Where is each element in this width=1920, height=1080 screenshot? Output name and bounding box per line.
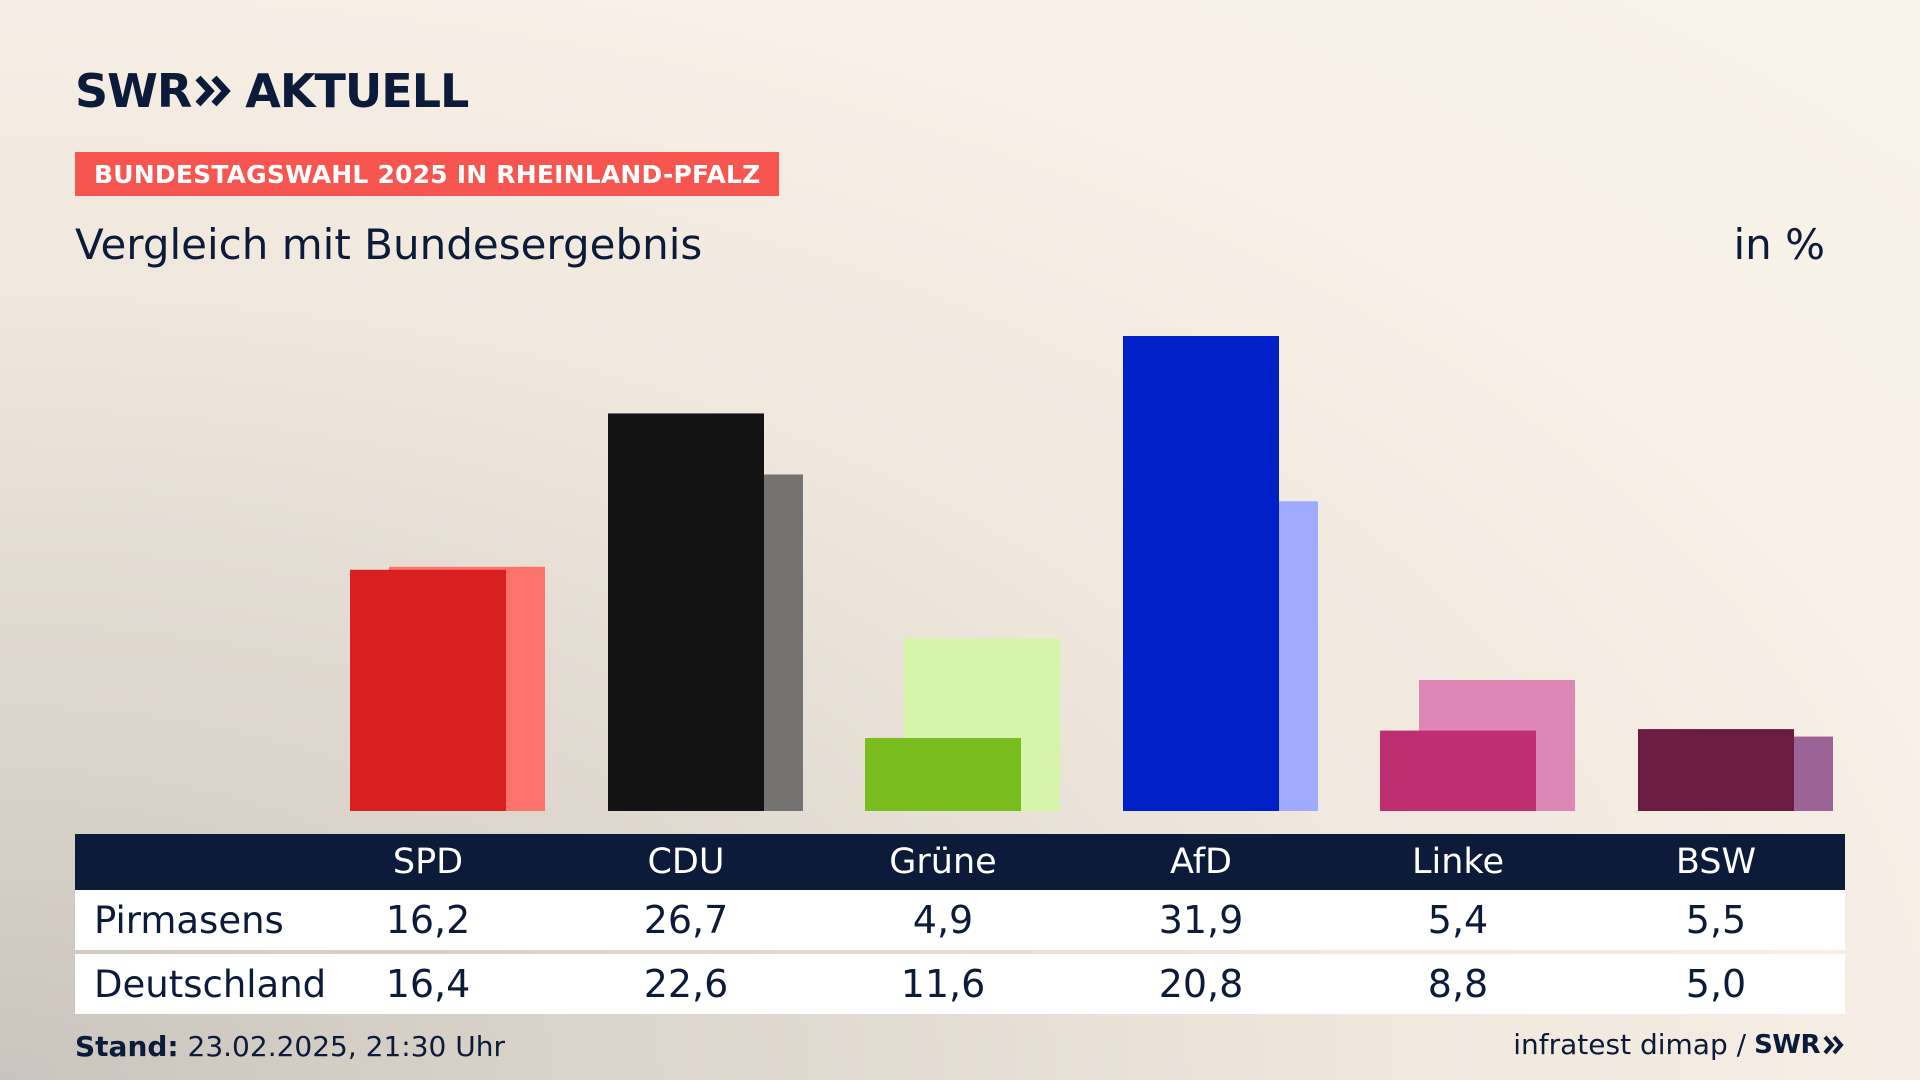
source-text: infratest dimap / — [1513, 1028, 1747, 1061]
value-deutschland-gruene: 11,6 — [900, 962, 986, 1006]
header-afd: AfD — [1170, 842, 1232, 882]
value-deutschland-cdu: 22,6 — [643, 962, 729, 1006]
value-pirmasens-spd: 16,2 — [385, 898, 471, 942]
bar-chart — [350, 336, 1833, 811]
bar-pirmasens-bsw — [1638, 729, 1794, 811]
value-pirmasens-bsw: 5,5 — [1685, 898, 1747, 942]
bar-pirmasens-spd — [350, 569, 506, 811]
swr-aktuell-logo: SWR AKTUELL — [75, 64, 469, 118]
value-deutschland-afd: 20,8 — [1158, 962, 1244, 1006]
table-header: SPD CDU Grüne AfD Linke BSW — [75, 834, 1845, 890]
swr-mini-logo: SWR — [1754, 1029, 1820, 1060]
table-row-pirmasens: Pirmasens 16,2 26,7 4,9 31,9 5,4 5,5 — [75, 890, 1845, 950]
unit-label: in % — [1733, 220, 1825, 269]
value-deutschland-linke: 8,8 — [1427, 962, 1489, 1006]
bar-pirmasens-gruene — [865, 738, 1021, 811]
double-chevron-icon — [1823, 1035, 1844, 1054]
header-cdu: CDU — [647, 842, 725, 882]
row-label-deutschland: Deutschland — [94, 962, 327, 1006]
header-gruene: Grüne — [889, 842, 997, 882]
results-table: SPD CDU Grüne AfD Linke BSW Pirmasens 16,2 26,… — [75, 834, 1845, 1014]
stand-label: Stand: — [75, 1030, 179, 1063]
bar-pirmasens-cdu — [608, 413, 764, 811]
header-spd: SPD — [392, 842, 464, 882]
logo-swr-text: SWR — [75, 64, 192, 118]
bar-pirmasens-linke — [1380, 730, 1536, 811]
logo-aktuell-text: AKTUELL — [245, 64, 469, 118]
header-linke: Linke — [1412, 842, 1504, 882]
source-credit: infratest dimap / SWR — [1513, 1028, 1845, 1061]
value-pirmasens-afd: 31,9 — [1158, 898, 1244, 942]
value-pirmasens-linke: 5,4 — [1427, 898, 1489, 942]
table-row-deutschland: Deutschland 16,4 22,6 11,6 20,8 8,8 5,0 — [75, 954, 1845, 1014]
value-pirmasens-gruene: 4,9 — [912, 898, 974, 942]
election-badge: BUNDESTAGSWAHL 2025 IN RHEINLAND-PFALZ — [75, 152, 780, 196]
bar-pirmasens-afd — [1123, 336, 1279, 811]
header-bsw: BSW — [1675, 842, 1757, 882]
double-chevron-icon — [195, 75, 232, 107]
timestamp: Stand: 23.02.2025, 21:30 Uhr — [75, 1030, 505, 1063]
row-label-pirmasens: Pirmasens — [94, 898, 284, 942]
value-deutschland-spd: 16,4 — [385, 962, 471, 1006]
stand-value: 23.02.2025, 21:30 Uhr — [187, 1030, 505, 1063]
chart-subtitle: Vergleich mit Bundesergebnis — [75, 220, 703, 269]
value-pirmasens-cdu: 26,7 — [643, 898, 729, 942]
value-deutschland-bsw: 5,0 — [1685, 962, 1747, 1006]
